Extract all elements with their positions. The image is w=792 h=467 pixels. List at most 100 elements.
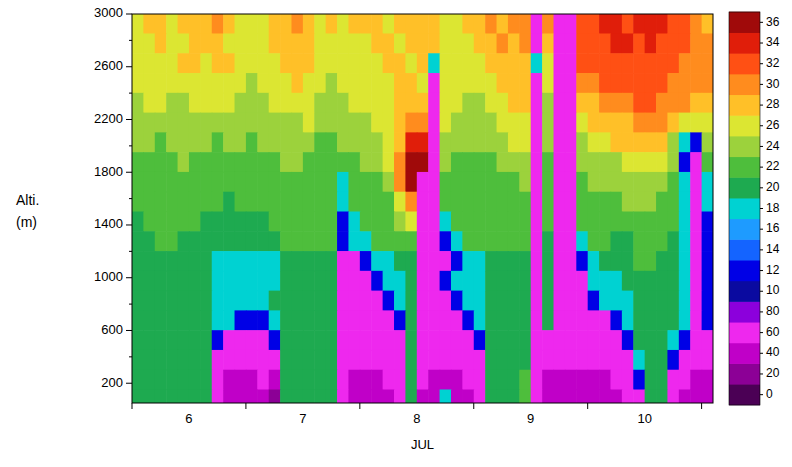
cell (679, 53, 691, 73)
cell (394, 291, 406, 311)
colorbar-label: 12 (766, 263, 780, 277)
colorbar-label: 34 (766, 35, 780, 49)
cell (280, 310, 292, 330)
cell (223, 53, 235, 73)
cell (485, 152, 497, 172)
cell (383, 251, 395, 271)
cell (485, 33, 497, 53)
cell (405, 113, 417, 133)
cell (200, 271, 212, 291)
cell (656, 73, 668, 93)
cell (200, 192, 212, 212)
cell (531, 14, 543, 34)
cell (485, 330, 497, 350)
cell (554, 231, 566, 251)
cell (132, 152, 144, 172)
cell (531, 113, 543, 133)
cell (497, 93, 509, 113)
cell (519, 53, 531, 73)
y-tick (126, 277, 132, 278)
cell (554, 310, 566, 330)
cell (474, 330, 486, 350)
colorbar-tick (760, 125, 763, 126)
cell (588, 73, 600, 93)
cell (269, 212, 281, 232)
cell (519, 291, 531, 311)
cell (269, 231, 281, 251)
colorbar-tick (760, 63, 763, 64)
cell (428, 113, 440, 133)
x-tick (587, 403, 588, 409)
colorbar-frame (729, 12, 760, 405)
cell (235, 152, 247, 172)
cell (394, 271, 406, 291)
cell (428, 192, 440, 212)
cell (235, 251, 247, 271)
cell (235, 310, 247, 330)
cell (702, 93, 713, 113)
cell (212, 172, 224, 192)
cell (166, 310, 178, 330)
x-tick (701, 403, 702, 409)
cell (633, 370, 645, 390)
cell (633, 113, 645, 133)
cell (451, 390, 463, 403)
cell (667, 14, 679, 34)
cell (178, 310, 190, 330)
cell (702, 152, 713, 172)
cell (360, 370, 372, 390)
cell (508, 350, 520, 370)
cell (348, 152, 360, 172)
cell (383, 390, 395, 403)
cell (440, 53, 452, 73)
cell (633, 132, 645, 152)
cell (348, 132, 360, 152)
cell (223, 14, 235, 34)
cell (394, 152, 406, 172)
cell (610, 192, 622, 212)
x-tick (132, 403, 133, 409)
cell (588, 172, 600, 192)
cell (633, 291, 645, 311)
cell (656, 271, 668, 291)
cell (440, 231, 452, 251)
cell (223, 330, 235, 350)
cell (462, 192, 474, 212)
y-axis-title: Alti. (16, 192, 39, 208)
cell (610, 33, 622, 53)
cell (280, 132, 292, 152)
colorbar-tick (760, 311, 763, 312)
cell (132, 212, 144, 232)
cell (554, 93, 566, 113)
cell (337, 231, 349, 251)
cell (337, 152, 349, 172)
cell (656, 231, 668, 251)
cell (508, 152, 520, 172)
cell (645, 132, 657, 152)
cell (440, 113, 452, 133)
cell (337, 113, 349, 133)
cell (223, 370, 235, 390)
cell (417, 231, 429, 251)
cell (223, 113, 235, 133)
cell (531, 132, 543, 152)
cell (280, 113, 292, 133)
cell (542, 310, 554, 330)
cell (645, 271, 657, 291)
cell (633, 310, 645, 330)
cell (610, 53, 622, 73)
cell (542, 172, 554, 192)
cell (269, 132, 281, 152)
cell (405, 93, 417, 113)
cell (451, 251, 463, 271)
cell (451, 132, 463, 152)
cell (428, 291, 440, 311)
cell (143, 93, 155, 113)
cell (132, 53, 144, 73)
cell (690, 53, 702, 73)
cell (360, 212, 372, 232)
y-minor-tick (129, 93, 132, 94)
cell (531, 33, 543, 53)
cell (462, 73, 474, 93)
cell (554, 192, 566, 212)
